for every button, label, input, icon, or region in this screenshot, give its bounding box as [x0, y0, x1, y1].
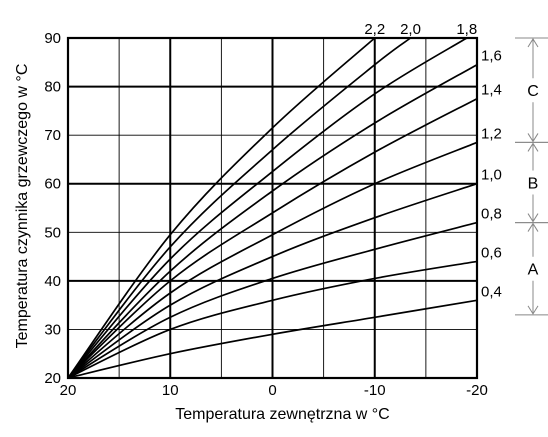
heating-curve [67, 260, 478, 379]
x-tick-label: -20 [466, 382, 488, 399]
zone-brackets: C B A [515, 37, 548, 316]
heating-curve [67, 37, 376, 379]
heating-curve [67, 37, 468, 379]
heating-curve [67, 97, 478, 379]
zone-arrow-down [527, 305, 539, 315]
y-tick-label: 90 [44, 30, 61, 47]
heating-curve [67, 299, 478, 379]
zone-arrow-up [527, 38, 539, 48]
zone-arrow-up [527, 222, 539, 232]
y-tick-label: 70 [44, 127, 61, 144]
curve-label: 0,6 [481, 244, 502, 261]
x-tick-label: 10 [162, 382, 179, 399]
curve-label: 2,2 [364, 21, 385, 38]
plot-frame [66, 36, 479, 380]
curve-labels: 2,2 2,0 1,81,6 1,4 1,2 1,0 0,8 0,6 0,4 [364, 21, 502, 300]
heating-curve [67, 37, 412, 379]
tick-labels: 20 10 0 -10 -20 20 30 40 50 60 70 80 90 [44, 30, 488, 399]
curve-label: 1,8 [456, 21, 477, 38]
heating-curve [67, 63, 478, 379]
y-tick-label: 30 [44, 321, 61, 338]
x-axis-title: Temperatura zewnętrzna w °C [175, 406, 389, 423]
zone-arrow-down [527, 213, 539, 223]
y-tick-label: 40 [44, 273, 61, 290]
zone-label: A [528, 262, 539, 279]
curve-label: 0,8 [481, 206, 502, 223]
heating-curve [67, 141, 478, 379]
x-tick-label: -10 [364, 382, 386, 399]
zone-arrow-up [527, 142, 539, 152]
y-tick-label: 80 [44, 79, 61, 96]
curve-label: 1,4 [481, 82, 502, 99]
heating-curves [67, 37, 478, 379]
y-tick-label: 60 [44, 176, 61, 193]
curve-label: 1,0 [481, 167, 502, 184]
heating-curve [67, 221, 478, 379]
zone-arrow-down [527, 133, 539, 143]
curve-label: 2,0 [400, 21, 421, 38]
zone-label: B [528, 176, 539, 193]
x-tick-label: 20 [60, 382, 77, 399]
curve-label: 0,4 [481, 283, 502, 300]
curve-label: 1,2 [481, 125, 502, 142]
x-tick-label: 0 [268, 382, 276, 399]
y-tick-label: 20 [44, 370, 61, 387]
heating-curve [67, 182, 478, 379]
y-tick-label: 50 [44, 224, 61, 241]
grid [67, 37, 478, 379]
curve-label: 1,6 [481, 48, 502, 65]
y-axis-title: Temperatura czynnika grzewczego w °C [14, 64, 31, 349]
zone-label: C [527, 83, 539, 100]
